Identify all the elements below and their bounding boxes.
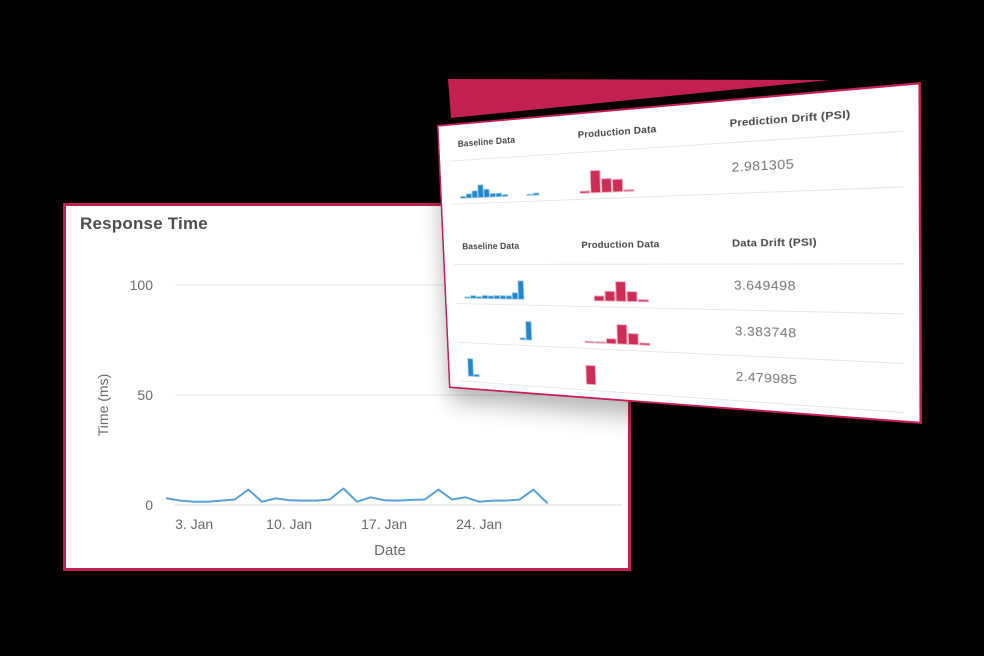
x-axis-title: Date: [374, 542, 406, 559]
drift-table: Baseline Data Production Data Prediction D…: [439, 85, 920, 422]
hist-bar: [466, 194, 471, 198]
y-axis-title: Time (ms): [95, 374, 111, 436]
hist-bar: [461, 196, 466, 198]
drift-value: 2.981305: [731, 155, 795, 175]
response-time-line-chart: 0 50 100 3. Jan 10. Jan 17. Jan 24. Jan Date Tim…: [95, 277, 622, 559]
hist-bar: [506, 296, 511, 299]
y-tick-label: 50: [137, 387, 153, 403]
hist-bar: [502, 195, 507, 197]
hist-bar: [520, 338, 525, 340]
drift-table-card: Baseline Data Production Data Prediction D…: [437, 82, 922, 424]
column-header: Baseline Data: [457, 134, 516, 150]
production-histogram: [582, 268, 651, 302]
row-divider: [453, 263, 904, 265]
hist-bar: [494, 296, 499, 299]
hist-bar: [590, 170, 600, 193]
column-header: Baseline Data: [462, 240, 520, 252]
x-tick-label: 10. Jan: [266, 516, 312, 532]
hist-bar: [484, 189, 490, 197]
hist-bar: [628, 333, 638, 344]
column-header: Prediction Drift (PSI): [729, 108, 851, 130]
hist-bar: [627, 292, 637, 302]
row-divider: [449, 130, 904, 162]
production-histogram: [585, 352, 598, 385]
hist-bar: [518, 281, 524, 299]
hist-bar: [472, 191, 477, 198]
hist-bar: [500, 296, 505, 299]
y-tick-label: 0: [145, 497, 153, 513]
hist-bar: [596, 342, 605, 344]
hist-bar: [474, 374, 479, 377]
hist-bar: [601, 178, 611, 192]
hist-bar: [496, 193, 501, 197]
drift-value: 2.479985: [735, 368, 798, 388]
drift-value: 3.383748: [734, 323, 797, 341]
hist-bar: [478, 185, 484, 198]
crimson-backdrop-polygon: [448, 79, 829, 118]
hist-bar: [527, 194, 533, 195]
hist-bar: [638, 300, 648, 302]
x-tick-label: 24. Jan: [456, 516, 502, 532]
hist-bar: [586, 365, 596, 384]
column-header: Production Data: [581, 238, 660, 251]
baseline-histogram: [459, 161, 541, 199]
hist-bar: [488, 296, 493, 299]
hist-bar: [640, 343, 650, 345]
hist-bar: [606, 339, 616, 344]
column-header: Data Drift (PSI): [731, 236, 817, 250]
hist-bar: [594, 296, 604, 301]
hist-bar: [512, 293, 518, 300]
production-histogram: [579, 155, 637, 194]
hist-bar: [616, 282, 626, 302]
hist-bar: [613, 179, 623, 192]
baseline-histogram: [465, 308, 534, 342]
hist-bar: [482, 295, 487, 298]
hist-bar: [465, 297, 470, 298]
chart-title: Response Time: [80, 214, 208, 233]
baseline-histogram: [463, 268, 526, 300]
hist-bar: [605, 291, 615, 301]
y-tick-label: 100: [130, 277, 154, 293]
x-tick-label: 3. Jan: [175, 516, 213, 532]
response-time-series: [166, 487, 548, 504]
hist-bar: [624, 190, 634, 192]
x-tick-label: 17. Jan: [361, 516, 407, 532]
production-histogram: [584, 311, 653, 347]
hist-bar: [477, 297, 482, 299]
hist-bar: [468, 359, 474, 377]
hist-bar: [471, 296, 476, 299]
row-divider: [457, 341, 905, 365]
hist-bar: [526, 322, 532, 341]
column-header: Production Data: [577, 123, 657, 141]
hist-bar: [533, 193, 539, 195]
hist-bar: [580, 191, 589, 193]
hist-bar: [617, 325, 627, 345]
baseline-histogram: [467, 347, 481, 378]
drift-value: 3.649498: [733, 277, 797, 294]
hist-bar: [585, 341, 594, 343]
hist-bar: [490, 193, 495, 197]
